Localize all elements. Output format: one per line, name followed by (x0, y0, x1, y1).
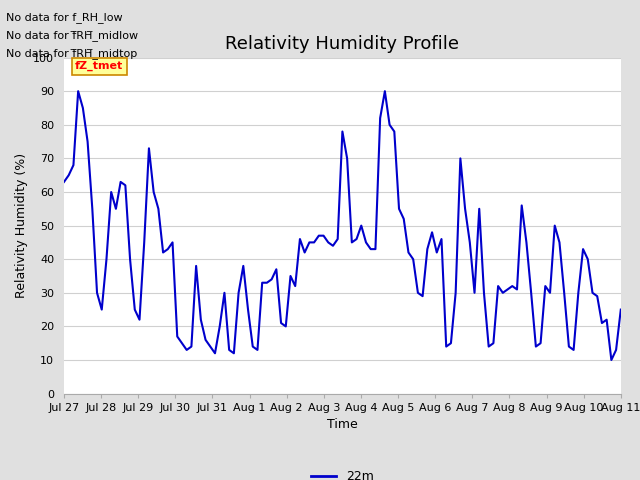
Text: fZ_tmet: fZ_tmet (75, 61, 124, 71)
Title: Relativity Humidity Profile: Relativity Humidity Profile (225, 35, 460, 53)
Y-axis label: Relativity Humidity (%): Relativity Humidity (%) (15, 153, 28, 298)
Legend: 22m: 22m (306, 465, 379, 480)
X-axis label: Time: Time (327, 418, 358, 431)
Text: No data for f̅RH̅_midtop: No data for f̅RH̅_midtop (6, 48, 138, 60)
Text: No data for f̅RH̅_midlow: No data for f̅RH̅_midlow (6, 30, 138, 41)
Text: No data for f_RH_low: No data for f_RH_low (6, 12, 123, 23)
